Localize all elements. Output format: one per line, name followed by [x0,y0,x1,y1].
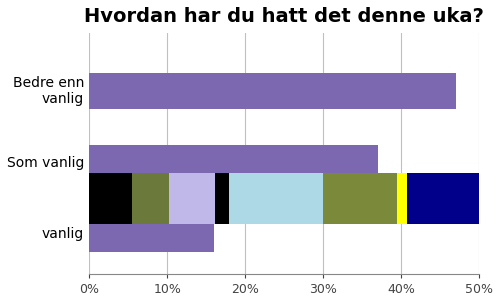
Bar [397,173,406,225]
Bar [89,173,132,225]
Bar [323,173,397,225]
Title: Hvordan har du hatt det denne uka?: Hvordan har du hatt det denne uka? [84,7,484,26]
Bar [89,145,378,181]
Bar [406,173,479,225]
Bar [229,173,323,225]
Bar [89,73,456,108]
Bar [170,173,214,225]
Bar [132,173,170,225]
Bar [89,216,214,252]
Bar [214,173,229,225]
